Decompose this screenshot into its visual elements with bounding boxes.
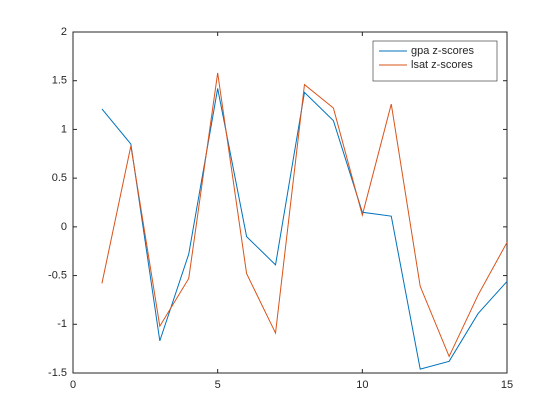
- legend-label: lsat z-scores: [411, 59, 473, 71]
- y-tick-label: -1: [57, 318, 67, 330]
- y-tick-label: 0: [61, 221, 67, 233]
- data-line: [101, 72, 508, 358]
- y-tick-label: 2: [61, 26, 67, 38]
- y-tick-label: 0.5: [52, 172, 67, 184]
- y-tick-label: -0.5: [48, 269, 67, 281]
- x-tick-label: 10: [356, 379, 368, 391]
- legend-box: [372, 40, 498, 82]
- plot-area: [72, 31, 508, 374]
- y-tick-label: -1.5: [48, 367, 67, 379]
- x-tick-label: 0: [70, 379, 76, 391]
- y-tick-label: 1: [61, 123, 67, 135]
- data-line: [101, 88, 508, 370]
- x-tick-label: 5: [215, 379, 221, 391]
- x-tick-label: 15: [501, 379, 513, 391]
- y-tick-label: 1.5: [52, 75, 67, 87]
- legend-label: gpa z-scores: [411, 45, 474, 57]
